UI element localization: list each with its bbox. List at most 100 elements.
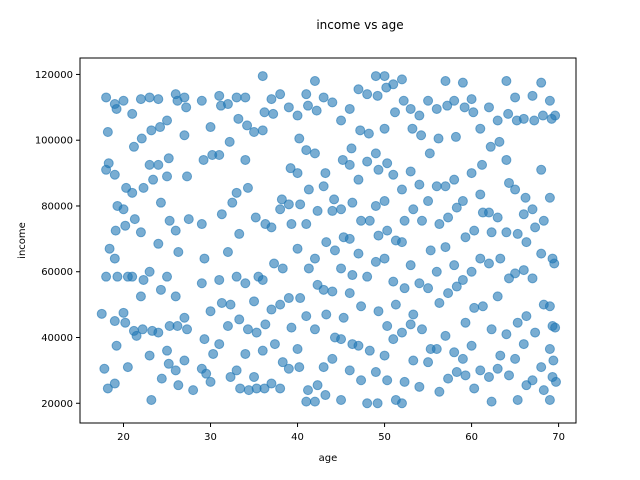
data-point [440, 242, 451, 253]
data-point [196, 95, 207, 106]
data-point [148, 174, 159, 185]
data-point [449, 347, 460, 358]
data-point [118, 95, 129, 106]
data-point [227, 197, 238, 208]
data-point [285, 163, 296, 174]
data-point [327, 353, 338, 364]
data-point [199, 334, 210, 345]
data-point [344, 103, 355, 114]
data-point [483, 102, 494, 113]
data-point [240, 154, 251, 165]
data-point [460, 317, 471, 328]
data-point [120, 220, 131, 231]
data-point [163, 153, 174, 164]
data-point [459, 102, 470, 113]
data-point [257, 345, 268, 356]
plot-frame [79, 57, 577, 424]
x-tick-label: 20 [117, 432, 130, 443]
data-point [266, 304, 277, 315]
data-point [440, 181, 451, 192]
data-point [370, 367, 381, 378]
data-point [396, 398, 407, 409]
data-point [235, 383, 246, 394]
data-point [216, 297, 227, 308]
data-point [277, 357, 288, 368]
data-point [449, 95, 460, 106]
data-point [434, 297, 445, 308]
data-point [231, 92, 242, 103]
data-point [179, 130, 190, 141]
data-point [275, 299, 286, 310]
data-point [518, 339, 529, 350]
data-point [292, 168, 303, 179]
data-point [233, 113, 244, 124]
x-tick-label: 60 [465, 432, 478, 443]
data-point [405, 103, 416, 114]
data-point [504, 177, 514, 188]
data-point [483, 371, 494, 382]
data-point [242, 182, 253, 193]
data-point [450, 131, 461, 142]
data-point [336, 263, 347, 274]
data-point [538, 215, 549, 226]
data-point [257, 274, 268, 285]
data-point [469, 302, 480, 313]
data-point [390, 299, 401, 310]
data-point [405, 319, 416, 330]
data-point [188, 385, 199, 396]
data-point [111, 103, 122, 114]
data-point [379, 253, 390, 264]
data-point [347, 197, 358, 208]
data-point [536, 362, 547, 373]
data-point [544, 192, 555, 203]
data-point [457, 196, 468, 207]
data-point [234, 228, 245, 239]
data-point [521, 311, 532, 322]
data-point [405, 260, 416, 271]
data-point [257, 125, 268, 136]
data-point [520, 192, 531, 203]
data-point [501, 227, 512, 238]
data-point [129, 214, 140, 225]
data-point [379, 196, 390, 207]
data-point [431, 181, 442, 192]
data-point [214, 150, 225, 160]
data-point [423, 196, 434, 207]
data-point [372, 90, 383, 101]
data-point [388, 79, 399, 90]
data-point [434, 386, 445, 397]
data-point [518, 113, 529, 124]
data-point [382, 321, 393, 331]
data-point [336, 115, 347, 126]
data-point [536, 164, 547, 175]
data-point [309, 148, 320, 159]
data-point [433, 133, 444, 144]
data-point [259, 383, 270, 394]
data-point [538, 385, 549, 396]
data-point [318, 362, 329, 373]
data-point [249, 126, 260, 137]
data-point [414, 278, 425, 289]
data-point [408, 355, 419, 366]
data-point [466, 168, 477, 179]
data-point [234, 314, 245, 325]
data-point [370, 256, 381, 267]
data-point [118, 307, 129, 318]
data-point [155, 197, 166, 208]
data-point [146, 125, 157, 136]
data-point [312, 380, 323, 391]
data-point [205, 122, 216, 133]
data-point [112, 271, 123, 282]
data-point [382, 225, 393, 236]
data-point [527, 375, 538, 386]
data-point [414, 381, 425, 392]
x-tick-label: 50 [378, 432, 391, 443]
data-point [275, 204, 286, 215]
data-point [101, 271, 112, 282]
data-point [146, 394, 157, 405]
data-point [492, 212, 503, 223]
y-tick-label: 20000 [41, 399, 73, 410]
data-point [292, 243, 303, 254]
data-point [153, 159, 164, 170]
data-point [321, 237, 332, 248]
